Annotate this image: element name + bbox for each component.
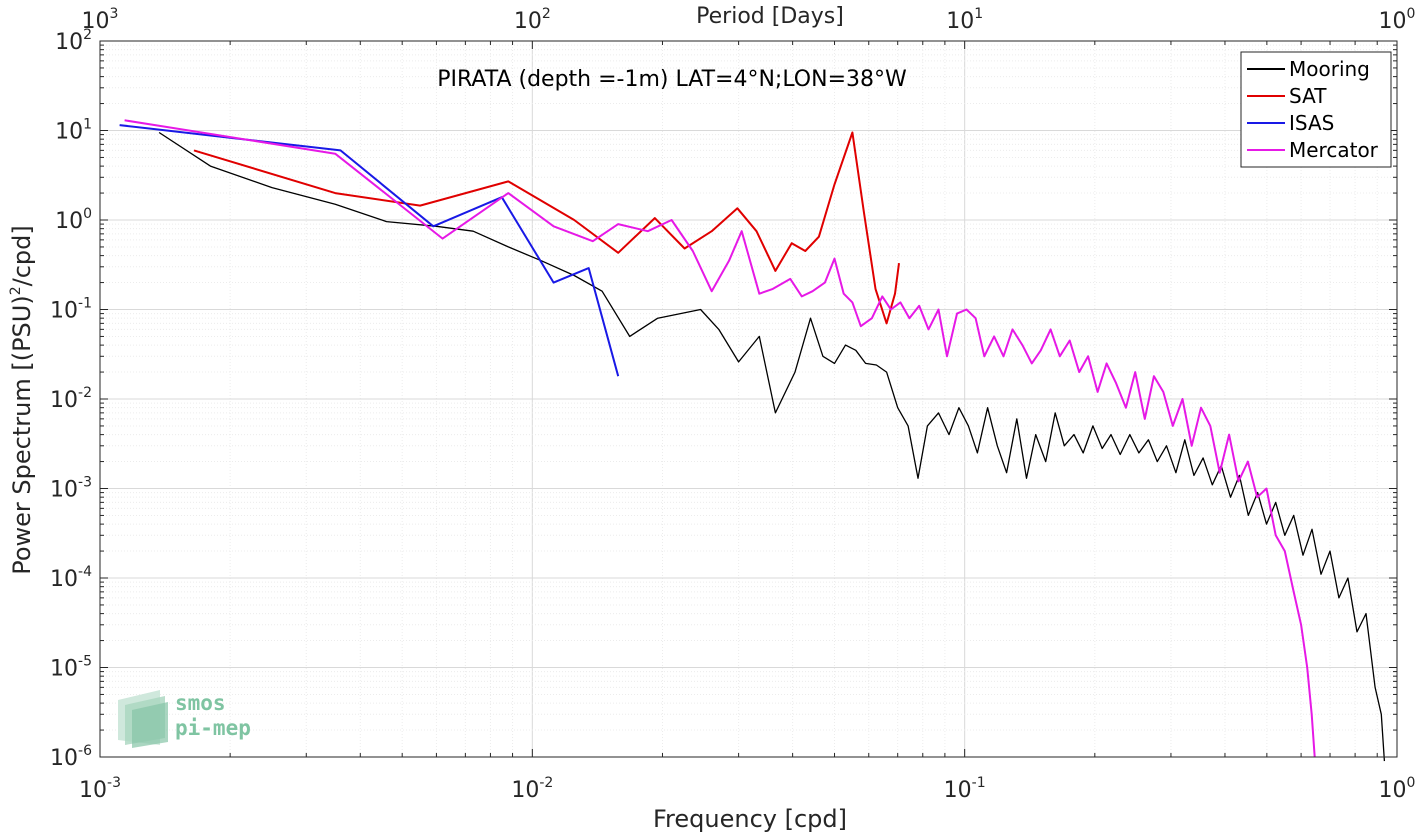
logo-line2: pi-mep	[175, 716, 251, 740]
y-tick-label: 102	[55, 27, 92, 55]
top-tick-label: 101	[946, 6, 983, 34]
top-axis-title: Period [Days]	[696, 4, 844, 29]
y-axis-title-sup: 2	[8, 286, 24, 295]
y-axis-title: Power Spectrum [(PSU)2/cpd]	[8, 225, 36, 575]
y-axis-title-tail: /cpd]	[8, 225, 36, 286]
y-tick-label: 100	[55, 206, 92, 234]
y-tick-label: 10-6	[50, 743, 92, 771]
logo-line1: smos	[175, 691, 226, 715]
y-tick-label: 101	[55, 117, 92, 145]
axis-ticks	[99, 41, 1397, 758]
series-line-sat	[193, 131, 900, 325]
legend-box	[1240, 51, 1392, 168]
y-axis-title-main: Power Spectrum [(PSU)	[8, 295, 36, 574]
legend: Mooring SAT ISAS Mercator	[1240, 51, 1392, 168]
top-tick-label: 102	[514, 6, 551, 34]
y-tick-label: 10-5	[50, 654, 92, 682]
y-tick-label: 10-4	[50, 564, 92, 592]
grid	[99, 41, 1397, 758]
x-tick-label: 10-2	[511, 775, 553, 803]
top-tick-label: 100	[1379, 6, 1416, 34]
x-tick-label: 100	[1379, 775, 1416, 803]
y-tick-label: 10-3	[50, 475, 92, 503]
x-tick-label: 10-1	[944, 775, 986, 803]
x-axis-title: Frequency [cpd]	[653, 805, 847, 833]
series-line-mercator	[124, 119, 1316, 758]
legend-label-sat: SAT	[1289, 84, 1327, 108]
y-tick-label: 10-2	[50, 385, 92, 413]
legend-label-mercator: Mercator	[1289, 138, 1379, 162]
x-tick-label: 10-3	[79, 775, 121, 803]
legend-label-mooring: Mooring	[1289, 57, 1370, 81]
series-lines	[119, 119, 1386, 762]
plot-title: PIRATA (depth =-1m) LAT=4°N;LON=38°W	[437, 67, 907, 92]
top-tick-label: 103	[82, 6, 119, 34]
legend-label-isas: ISAS	[1289, 111, 1334, 135]
y-tick-label: 10-1	[50, 296, 92, 324]
smos-pi-mep-logo: smos pi-mep	[118, 690, 251, 748]
